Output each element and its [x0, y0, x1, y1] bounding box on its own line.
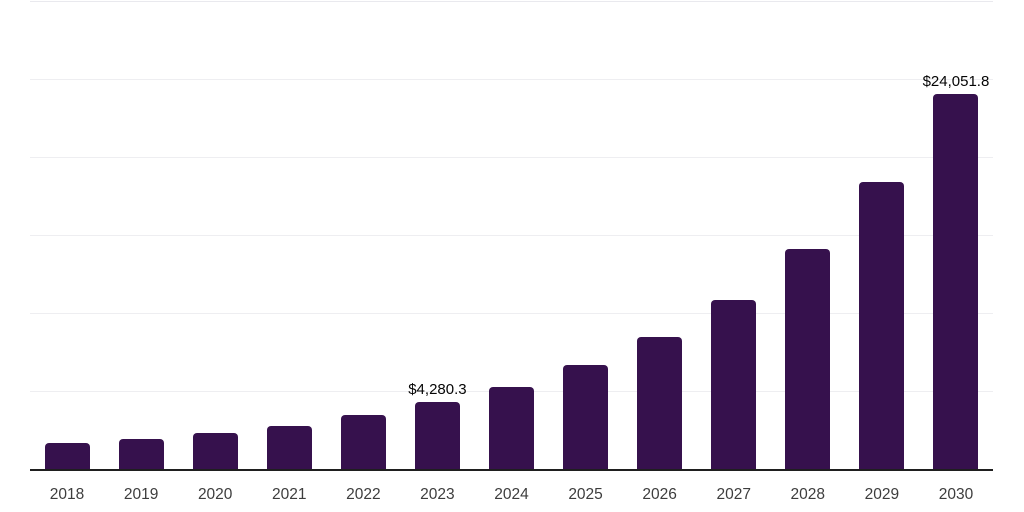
x-axis-label-2023: 2023 [420, 486, 455, 503]
bar-2023 [414, 402, 460, 469]
gridline-15000 [30, 235, 993, 236]
gridline-20000 [30, 157, 993, 158]
x-axis-label-2022: 2022 [346, 486, 381, 503]
bar-value-label-2023: $4,280.3 [408, 381, 467, 399]
x-axis-label-2024: 2024 [494, 486, 529, 503]
bar-value-label-2030: $24,051.8 [922, 72, 990, 90]
bar-2028 [785, 249, 831, 469]
x-axis-label-2027: 2027 [716, 486, 751, 503]
bar-2021 [266, 425, 312, 469]
gridline-25000 [30, 79, 993, 80]
x-axis-label-2025: 2025 [568, 486, 603, 503]
bar-2026 [637, 336, 683, 469]
x-axis-label-2029: 2029 [864, 486, 900, 503]
x-axis-label-2028: 2028 [790, 486, 826, 503]
bar-2024 [489, 386, 534, 469]
bar-2022 [340, 415, 386, 469]
bar-2030 [933, 93, 979, 469]
gridline-30000 [30, 1, 993, 2]
x-axis-label-2020: 2020 [197, 486, 233, 503]
x-axis-label-2030: 2030 [938, 486, 974, 503]
x-axis-label-2026: 2026 [642, 486, 677, 503]
x-axis-label-2019: 2019 [123, 486, 159, 503]
bar-2018 [44, 443, 90, 469]
bar-2027 [711, 299, 757, 469]
bar-2020 [192, 432, 238, 469]
x-axis-label-2021: 2021 [272, 486, 307, 503]
bar-2019 [118, 438, 164, 469]
x-axis-line [30, 469, 993, 471]
bar-2025 [563, 365, 609, 469]
bar-2029 [859, 181, 905, 469]
gridline-10000 [30, 313, 993, 314]
x-axis-label-2018: 2018 [49, 486, 85, 503]
